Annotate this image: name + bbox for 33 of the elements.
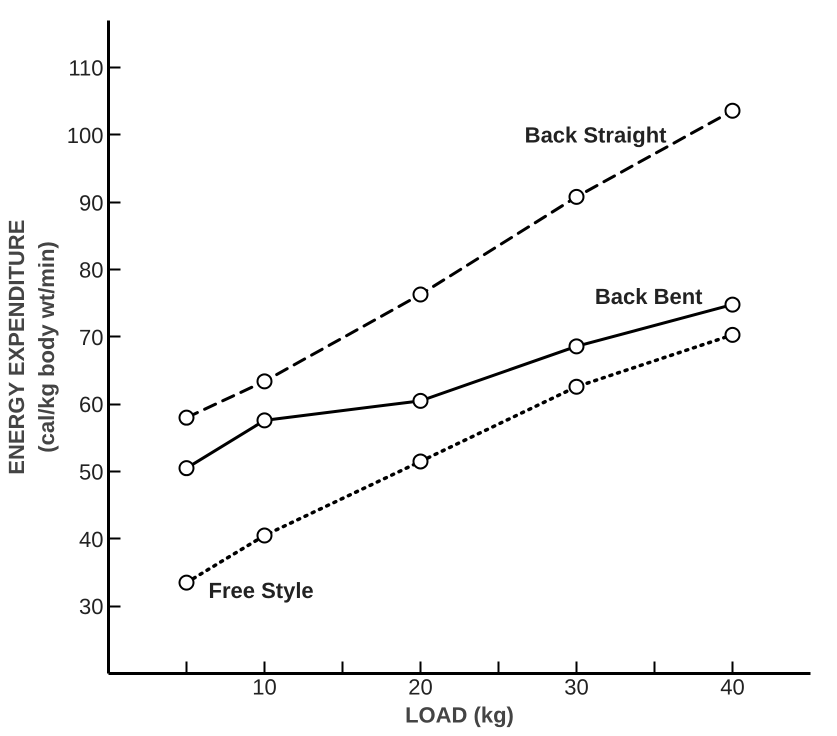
point [724, 102, 740, 119]
series-label: Back Bent [594, 284, 704, 310]
point [178, 460, 194, 476]
series-label: Free Style [208, 578, 314, 604]
point [724, 296, 740, 313]
y-axis-title: ENERGY EXPENDITURE (cal/kg body wt/min) [4, 220, 59, 475]
x-tick-label: 10 [252, 674, 277, 700]
y-tick-label: 100 [66, 122, 104, 148]
point [568, 338, 584, 354]
x-axis-title: LOAD (kg) [405, 702, 514, 728]
point [256, 412, 272, 428]
point [412, 392, 428, 409]
y-tick-label: 80 [79, 258, 104, 283]
point [568, 188, 584, 205]
point [412, 453, 428, 470]
y-tick-label: 40 [79, 526, 104, 552]
point [412, 286, 428, 302]
y-tick-label: 90 [79, 190, 104, 216]
y-tick-label: 60 [79, 392, 104, 418]
y-tick-label: 30 [79, 594, 104, 620]
y-tick-label: 70 [79, 324, 104, 350]
point [724, 326, 740, 343]
x-tick-label: 30 [564, 674, 589, 700]
point [256, 528, 272, 544]
x-tick-label: 40 [720, 674, 745, 700]
point [568, 378, 584, 395]
point [178, 574, 194, 591]
y-tick-label: 110 [68, 56, 104, 81]
point [178, 410, 194, 426]
y-tick-label: 50 [79, 460, 104, 485]
point [256, 373, 272, 390]
x-tick-label: 20 [408, 674, 433, 700]
series-label: Back Straight [524, 122, 668, 148]
